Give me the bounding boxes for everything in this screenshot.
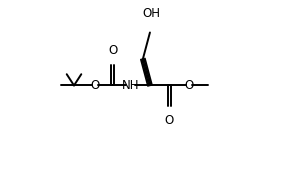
Text: O: O	[165, 114, 174, 127]
Text: O: O	[184, 79, 193, 92]
Text: O: O	[108, 44, 118, 57]
Text: NH: NH	[122, 79, 139, 92]
Text: OH: OH	[143, 7, 161, 20]
Text: O: O	[91, 79, 100, 92]
